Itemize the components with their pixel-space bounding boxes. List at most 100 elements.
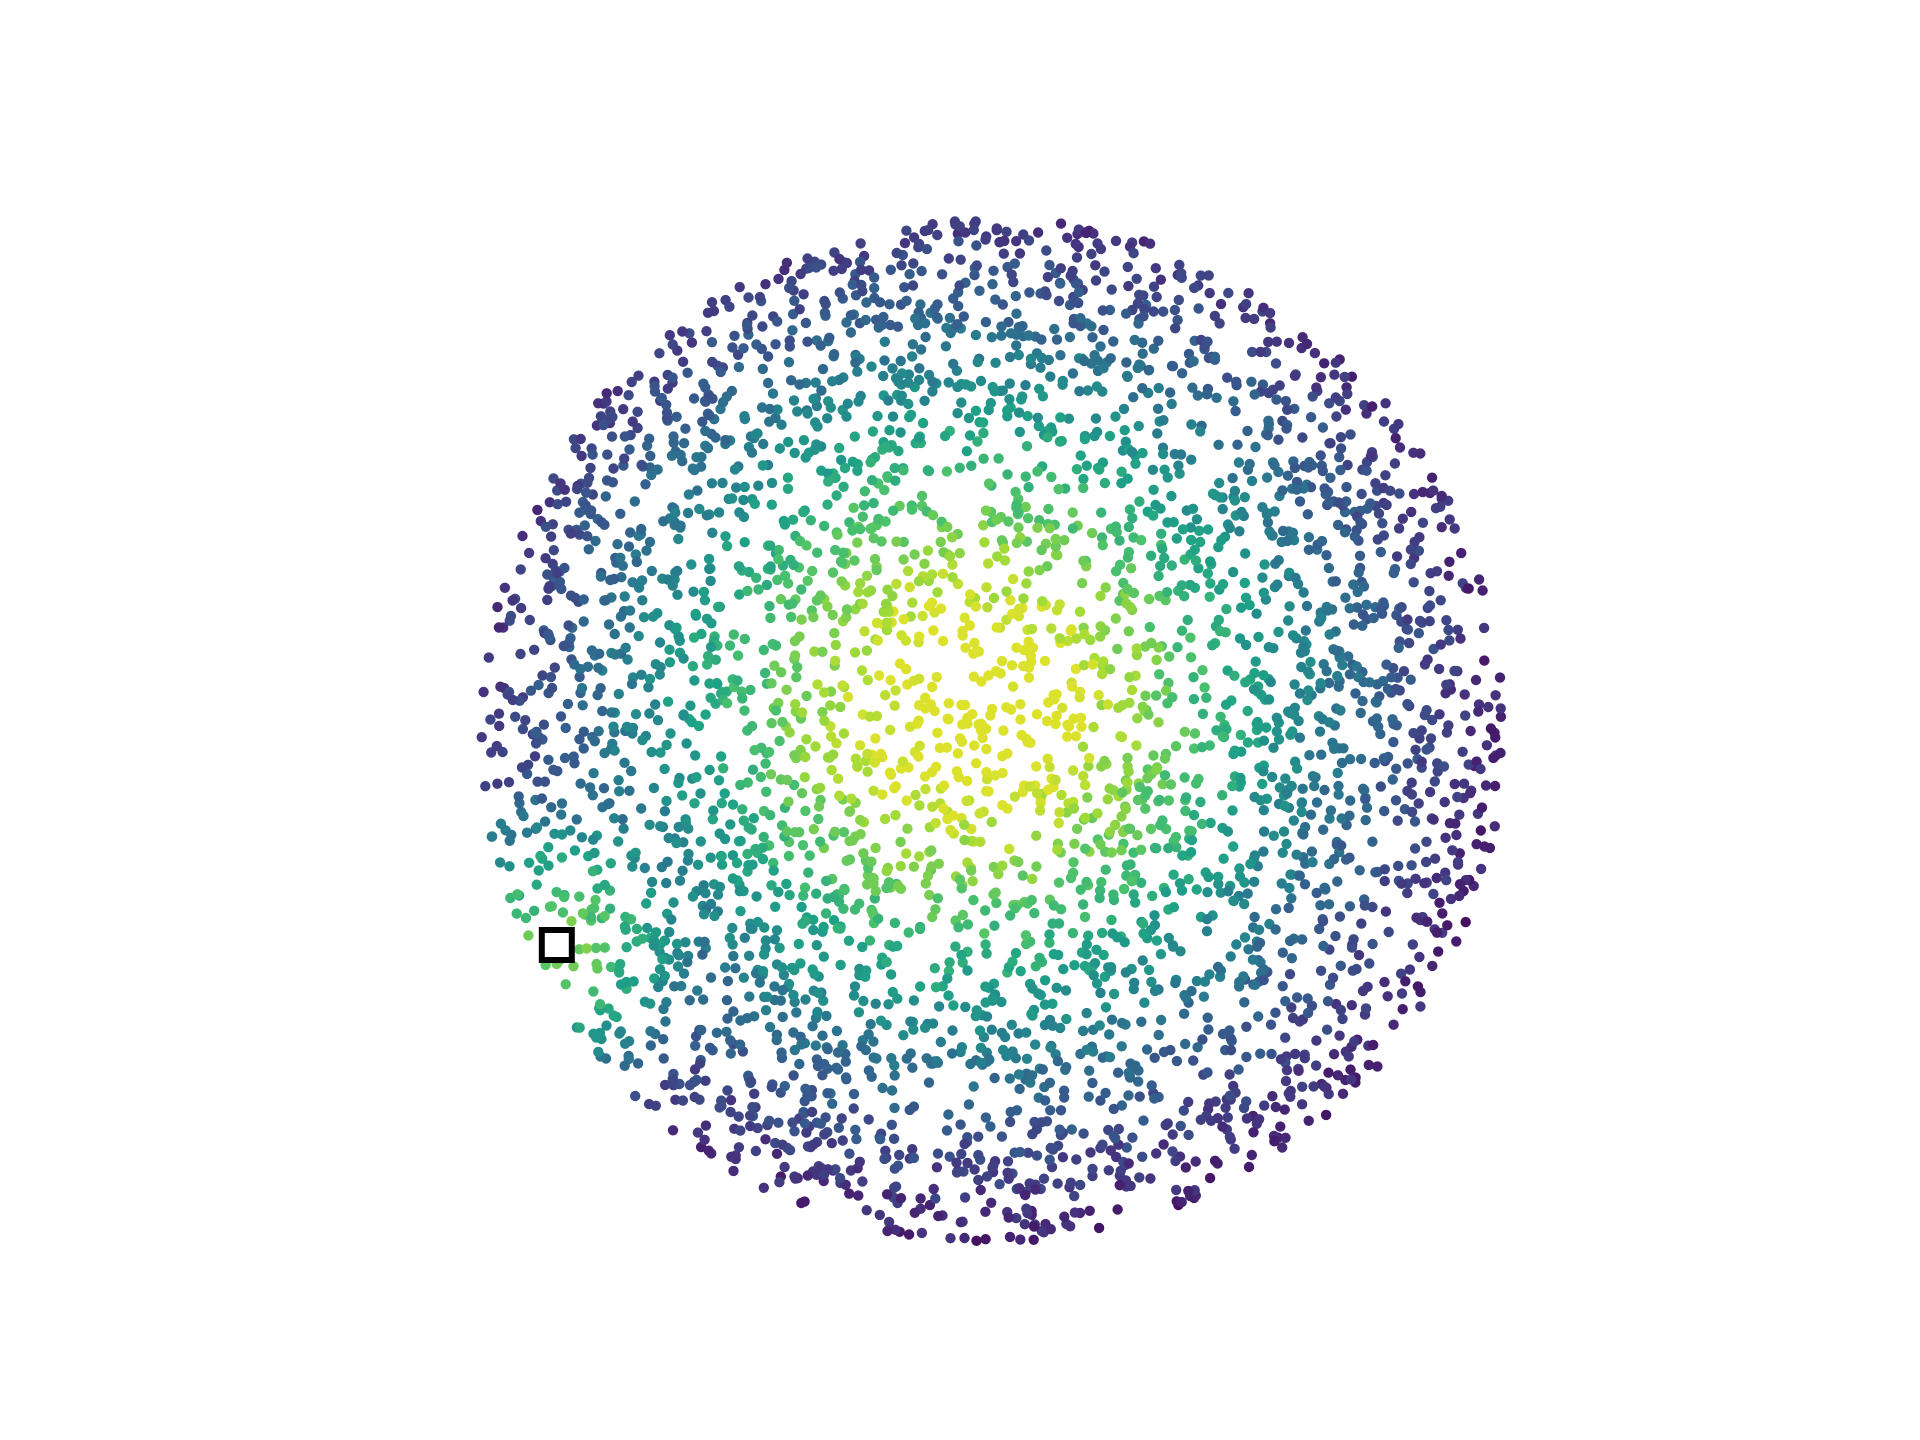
data-point: [890, 475, 901, 486]
data-point: [654, 348, 665, 359]
data-point: [957, 719, 968, 730]
data-point: [1095, 243, 1107, 255]
data-point: [1022, 513, 1034, 524]
data-point: [813, 801, 825, 812]
data-point: [1315, 372, 1327, 383]
data-point: [1405, 558, 1417, 570]
data-point: [1091, 978, 1103, 989]
data-point: [1123, 1158, 1134, 1169]
data-point: [1296, 1099, 1308, 1110]
data-point: [756, 402, 768, 413]
data-point: [1188, 672, 1199, 683]
data-point: [1122, 261, 1134, 273]
data-point: [728, 1006, 739, 1017]
data-point: [1217, 1121, 1228, 1132]
data-point: [1230, 405, 1241, 417]
data-point: [1319, 483, 1330, 494]
data-point: [916, 490, 928, 502]
data-point: [1352, 586, 1363, 598]
data-point: [1054, 807, 1065, 818]
data-point: [692, 985, 703, 996]
data-point: [1196, 742, 1208, 753]
data-point: [1323, 1067, 1334, 1078]
data-point: [1406, 806, 1418, 818]
data-point: [1140, 690, 1151, 701]
data-point: [1189, 728, 1201, 739]
data-point: [480, 781, 491, 792]
data-point: [1071, 633, 1082, 644]
data-point: [1062, 232, 1073, 243]
data-point: [803, 867, 814, 878]
data-point: [1039, 1095, 1051, 1106]
data-point: [698, 909, 710, 920]
data-point: [866, 361, 877, 372]
data-point: [1253, 924, 1265, 935]
data-point: [1255, 346, 1266, 358]
data-point: [772, 316, 783, 327]
data-point: [948, 1000, 959, 1011]
data-point: [727, 922, 738, 934]
data-point: [1263, 694, 1275, 705]
data-point: [1372, 534, 1384, 545]
data-point: [1339, 371, 1350, 383]
data-point: [644, 536, 656, 548]
data-point: [975, 836, 986, 847]
data-point: [1266, 1048, 1277, 1060]
data-point: [504, 835, 515, 846]
data-point: [1106, 284, 1117, 295]
data-point: [881, 1189, 893, 1200]
data-point: [796, 584, 807, 595]
data-point: [990, 294, 1001, 305]
data-point: [1454, 809, 1465, 820]
data-point: [847, 456, 858, 467]
data-point: [716, 859, 728, 870]
data-point: [1389, 458, 1401, 469]
data-point: [1004, 1231, 1016, 1243]
data-point: [729, 330, 740, 341]
data-point: [1013, 1069, 1025, 1080]
data-point: [1246, 1149, 1258, 1161]
data-point: [884, 724, 896, 736]
data-point: [722, 1013, 733, 1024]
data-point: [627, 416, 638, 427]
data-point: [1052, 1056, 1064, 1067]
data-point: [926, 597, 938, 608]
data-point: [1348, 619, 1360, 630]
data-point: [1023, 636, 1034, 647]
data-point: [1042, 432, 1053, 443]
data-point: [865, 457, 876, 468]
data-point: [1481, 740, 1493, 751]
data-point: [1148, 510, 1159, 521]
data-point: [1425, 733, 1437, 744]
data-point: [1099, 266, 1110, 277]
data-point: [914, 923, 926, 935]
data-point: [812, 421, 823, 432]
data-point: [1022, 1147, 1034, 1159]
data-point: [1100, 1087, 1111, 1099]
data-point: [486, 747, 497, 758]
data-point: [1255, 1048, 1266, 1059]
data-point: [996, 535, 1008, 546]
data-point: [1141, 1044, 1153, 1055]
data-point: [1103, 1165, 1115, 1176]
data-point: [1388, 1019, 1399, 1030]
data-point: [590, 942, 602, 954]
data-point: [709, 910, 720, 922]
data-point: [1154, 794, 1165, 806]
data-point: [556, 798, 568, 809]
data-point: [1175, 946, 1186, 957]
data-point: [515, 648, 526, 660]
data-point: [890, 810, 901, 821]
data-point: [995, 668, 1006, 679]
data-point: [761, 991, 773, 1002]
data-point: [1172, 314, 1183, 326]
data-point: [942, 521, 953, 533]
data-point: [533, 679, 544, 691]
data-point: [832, 773, 844, 784]
data-point: [776, 962, 788, 973]
data-point: [614, 786, 625, 797]
data-point: [1345, 795, 1356, 806]
data-point: [928, 625, 939, 636]
data-point: [619, 1038, 631, 1050]
data-point: [794, 1058, 805, 1070]
